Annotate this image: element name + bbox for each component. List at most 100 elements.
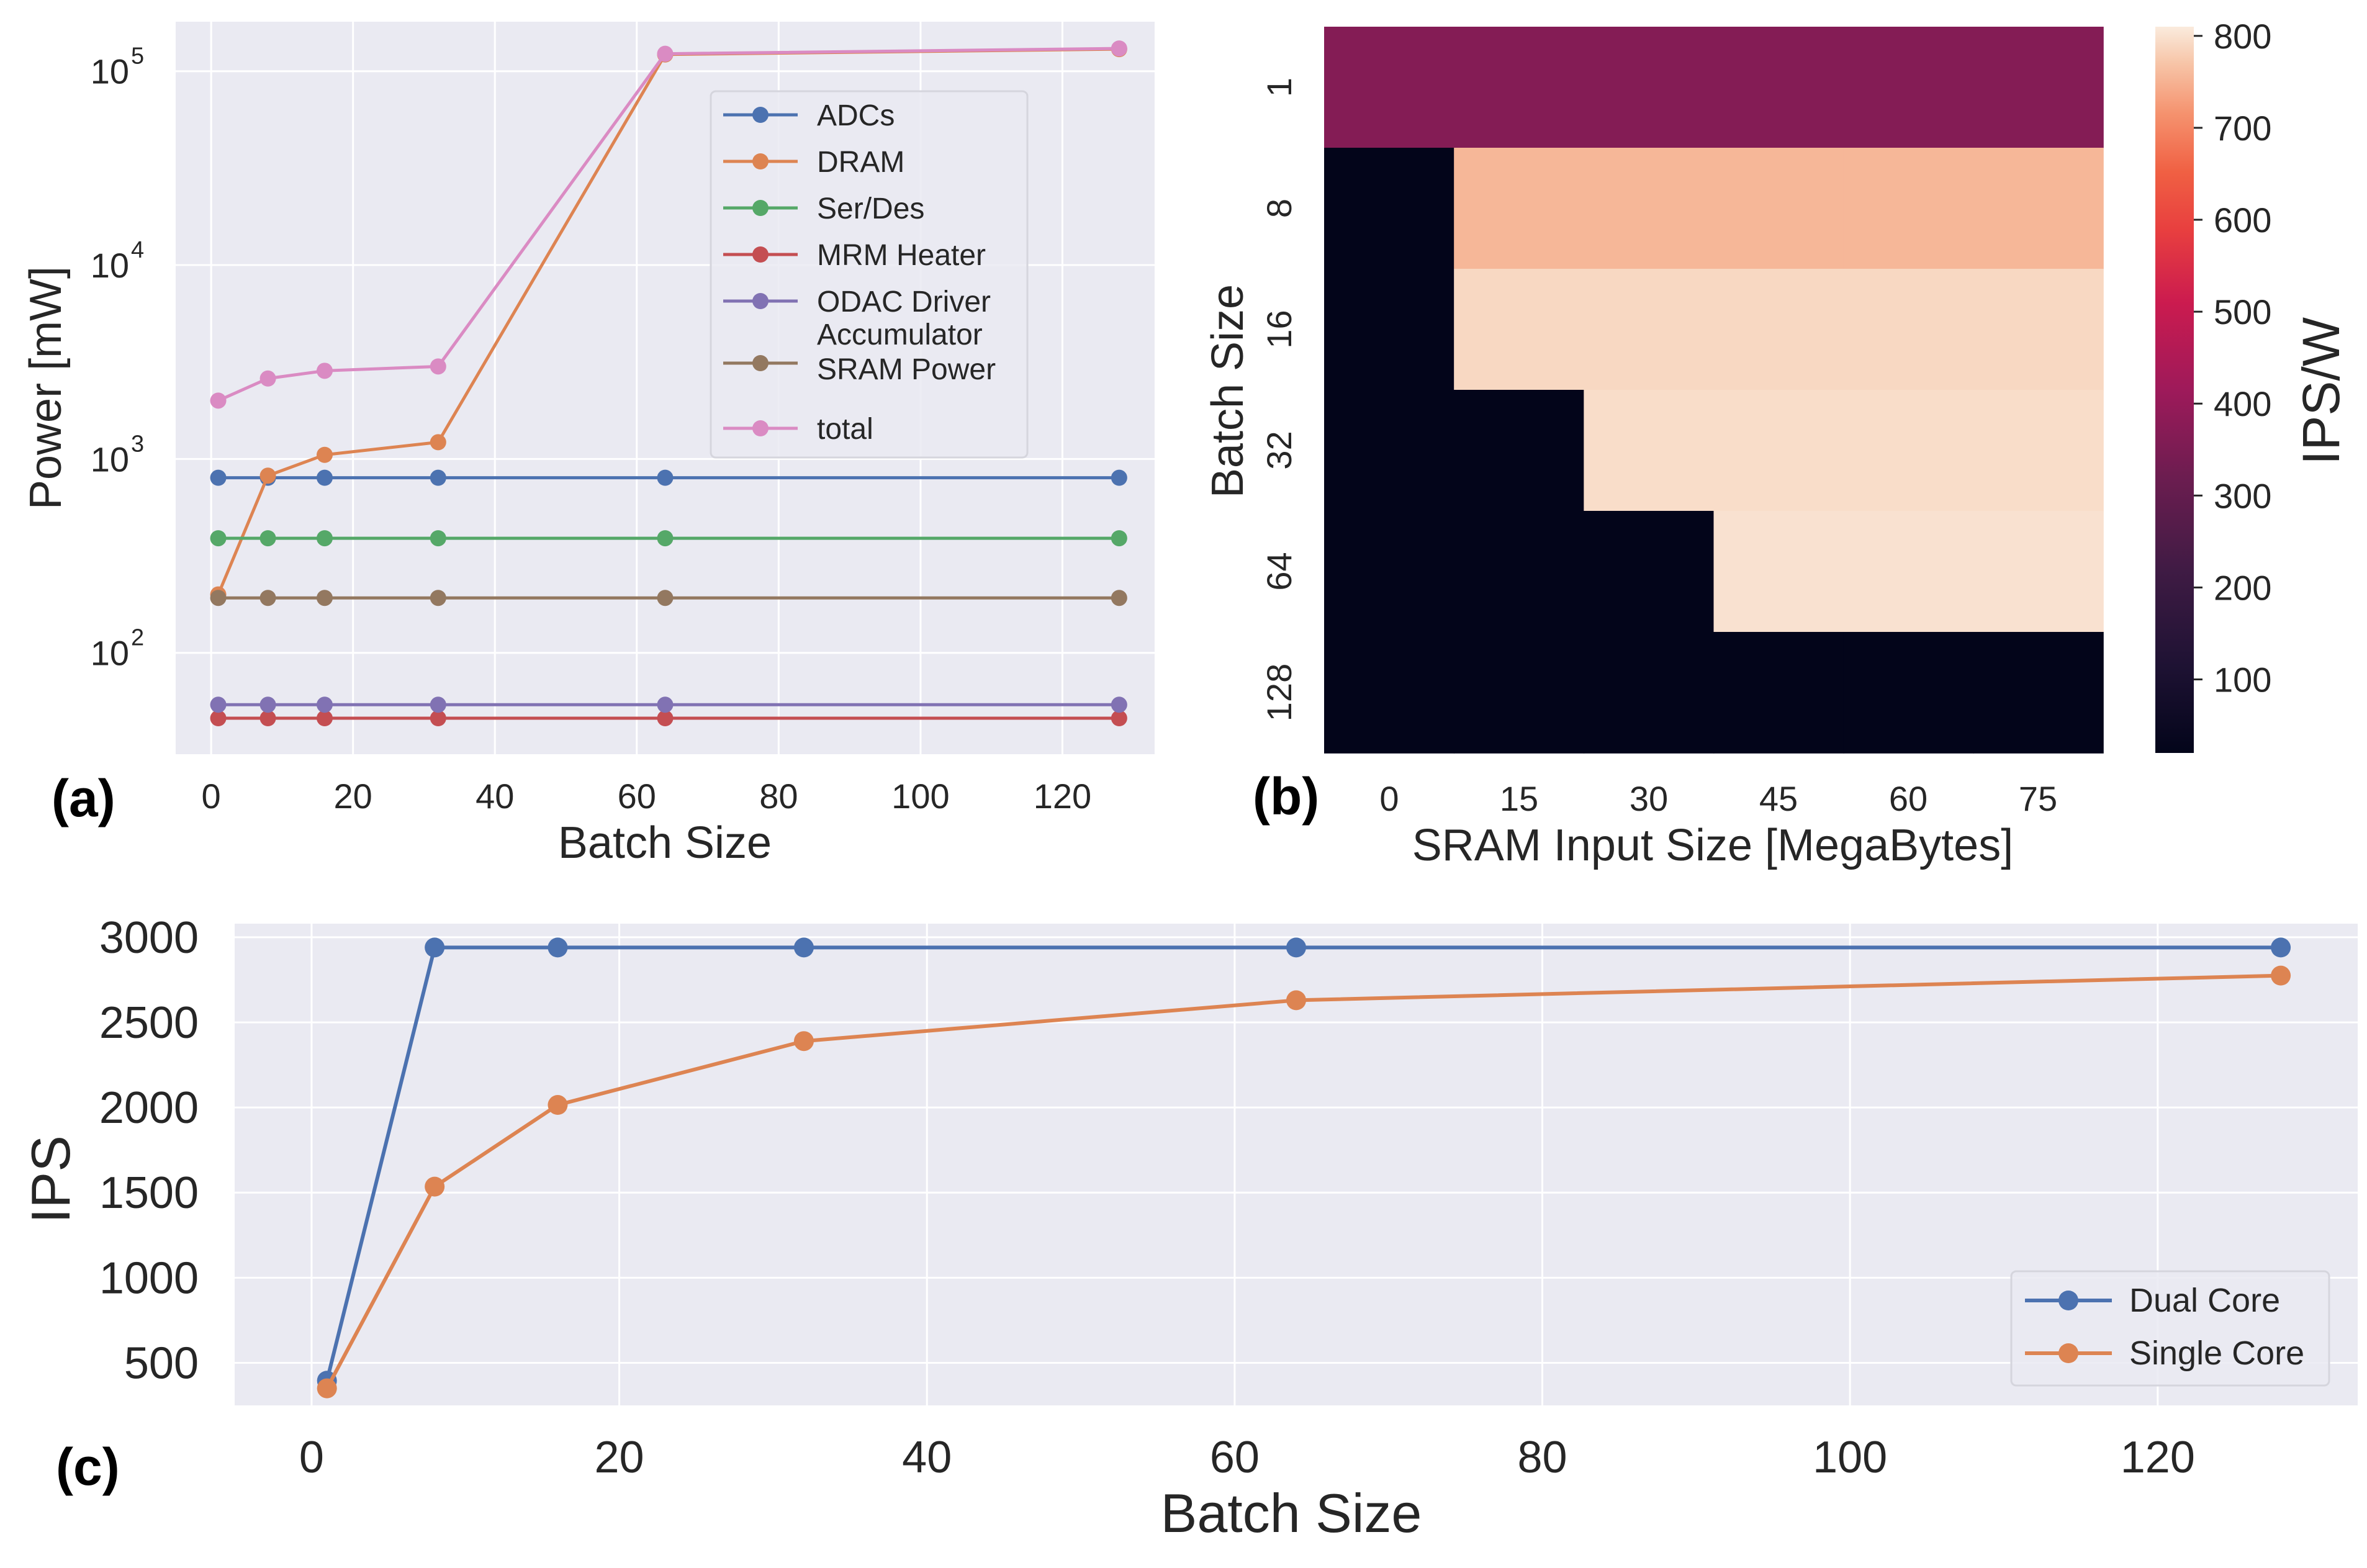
panel-a-data-point (259, 696, 276, 713)
panel-b-x-axis-label: SRAM Input Size [MegaBytes] (1412, 821, 2013, 870)
panel-b-heatmap-cell (1584, 148, 1715, 269)
panel-c-ips-chart: 0 20 40 60 80 100 120 50010001500200025003000 … (20, 913, 2358, 1544)
panel-a-legend-swatch-marker (752, 200, 769, 216)
panel-c-data-point (548, 937, 568, 958)
panel-a-data-point (657, 45, 674, 62)
panel-a-x-tick-label: 0 (202, 777, 221, 816)
panel-b-x-tick-label: 30 (1630, 779, 1668, 818)
panel-a-x-axis-label: Batch Size (558, 818, 772, 868)
panel-b-colorbar (2155, 27, 2194, 753)
panel-c-y-tick-label: 1500 (99, 1168, 199, 1218)
panel-a-legend-label: Accumulator (817, 318, 983, 351)
panel-c-x-tick-label: 40 (902, 1433, 952, 1482)
panel-a-data-point (1111, 590, 1127, 606)
panel-b-heatmap-cell (1324, 511, 1454, 633)
panel-b-heatmap-cell (1973, 148, 2104, 269)
panel-c-data-point (1286, 937, 1306, 958)
panel-b-colorbar-tick-label: 800 (2214, 17, 2271, 56)
panel-a-data-point (430, 434, 446, 451)
panel-b-colorbar-tick-label: 500 (2214, 292, 2271, 331)
panel-b-heatmap-cell (1454, 269, 1585, 390)
panel-a-data-point (430, 469, 446, 486)
panel-a-x-tick-label: 80 (759, 777, 798, 816)
panel-b-x-tick-label: 15 (1500, 779, 1538, 818)
panel-a-data-point (210, 469, 227, 486)
panel-a-x-tick-label: 100 (891, 777, 949, 816)
panel-b-heatmap-cell (1324, 27, 1454, 148)
panel-b-colorbar-tick-label: 200 (2214, 568, 2271, 607)
panel-b-heatmap-cell (1843, 148, 1974, 269)
panel-c-data-point (1286, 990, 1306, 1011)
panel-c-x-tick-label: 120 (2121, 1433, 2195, 1482)
panel-b-heatmap-cell (1843, 632, 1974, 754)
panel-c-legend-label: Single Core (2129, 1335, 2304, 1372)
panel-b-heatmap-cell (1713, 632, 1844, 754)
panel-a-data-point (1111, 710, 1127, 727)
panel-a-legend: ADCs DRAM Ser/Des MRM Heater ODAC DriverAccu… (710, 90, 1029, 459)
panel-a-y-tick-base: 10 (91, 246, 129, 285)
panel-c-data-point (425, 937, 445, 958)
panel-b-colorbar-label: IPS/W (2292, 317, 2350, 465)
panel-c-data-point (793, 937, 814, 958)
panel-a-legend-label: MRM Heater (817, 239, 986, 272)
panel-a-y-tick-exponent: 4 (131, 237, 144, 263)
panel-a-legend-box (710, 90, 1029, 459)
panel-a-x-ticks: 0 20 40 60 80 100 120 (202, 777, 1092, 816)
panel-b-y-tick-label: 8 (1260, 199, 1299, 218)
panel-a-legend-swatch-marker (752, 153, 769, 169)
panel-c-series-line (325, 945, 2281, 1381)
panel-b-heatmap-cell (1973, 269, 2104, 390)
panel-c-grid (235, 924, 2358, 1405)
panel-b-heatmap-cell (1324, 390, 1454, 511)
panel-a-data-point (430, 530, 446, 547)
panel-a-legend-label: ADCs (817, 99, 895, 132)
panel-b-heatmap-cell (1454, 148, 1585, 269)
panel-a-data-point (657, 590, 674, 606)
panel-b-colorbar-tick-label: 400 (2214, 384, 2271, 423)
panel-a-data-point (430, 358, 446, 375)
panel-a-legend-label: ODAC Driver (817, 286, 991, 318)
panel-b-heatmap-cell (1843, 27, 1974, 148)
panel-a-legend-swatch-marker (752, 246, 769, 263)
panel-a-label: (a) (52, 769, 115, 827)
panel-b-heatmap-cell (1324, 632, 1454, 754)
panel-b-colorbar-tick-label: 600 (2214, 201, 2271, 240)
panel-c-data-point (793, 1031, 814, 1052)
panel-b-colorbar-tick-label: 300 (2214, 476, 2271, 515)
panel-b-heatmap-cell (1584, 390, 1715, 511)
panel-a-series-line (217, 47, 1119, 402)
panel-a-data-point (1111, 469, 1127, 486)
panel-b-y-tick-label: 16 (1260, 310, 1299, 348)
panel-a-data-point (1111, 40, 1127, 57)
panel-b-heatmap-cell (1713, 27, 1844, 148)
panel-a-x-tick-label: 60 (618, 777, 656, 816)
panel-b-heatmap-cell (1713, 269, 1844, 390)
panel-b-heatmap-cell (1973, 27, 2104, 148)
panel-a-data-point (259, 370, 276, 387)
panel-a-x-tick-label: 120 (1034, 777, 1091, 816)
panel-a-data-point (316, 530, 333, 547)
panel-a-data-point (210, 590, 227, 606)
panel-b-x-tick-label: 75 (2019, 779, 2057, 818)
panel-c-data-point (2271, 937, 2291, 958)
panel-b-heatmap-cell (1713, 390, 1844, 511)
panel-c-legend-swatch-marker (2058, 1291, 2078, 1310)
panel-a-data-point (259, 530, 276, 547)
panel-c-y-tick-label: 500 (124, 1338, 199, 1388)
panel-a-y-tick-base: 10 (91, 439, 129, 479)
panel-a-series (210, 40, 1127, 727)
panel-a-data-point (316, 469, 333, 486)
panel-a-data-point (316, 710, 333, 727)
panel-a-y-tick-exponent: 5 (131, 43, 144, 70)
panel-c-y-tick-label: 2000 (99, 1083, 199, 1133)
panel-c-series-line (325, 973, 2281, 1389)
panel-b-heatmap-cell (1973, 390, 2104, 511)
panel-a-legend-swatch-marker (752, 355, 769, 371)
panel-a-data-point (210, 530, 227, 547)
panel-a-y-tick-base: 10 (91, 634, 129, 673)
panel-c-x-tick-label: 80 (1517, 1433, 1567, 1482)
panel-b-colorbar-ticks: 100 200 300 400 500 600 700 800 (2194, 17, 2271, 700)
panel-b-colorbar-tick-label: 100 (2214, 660, 2271, 700)
